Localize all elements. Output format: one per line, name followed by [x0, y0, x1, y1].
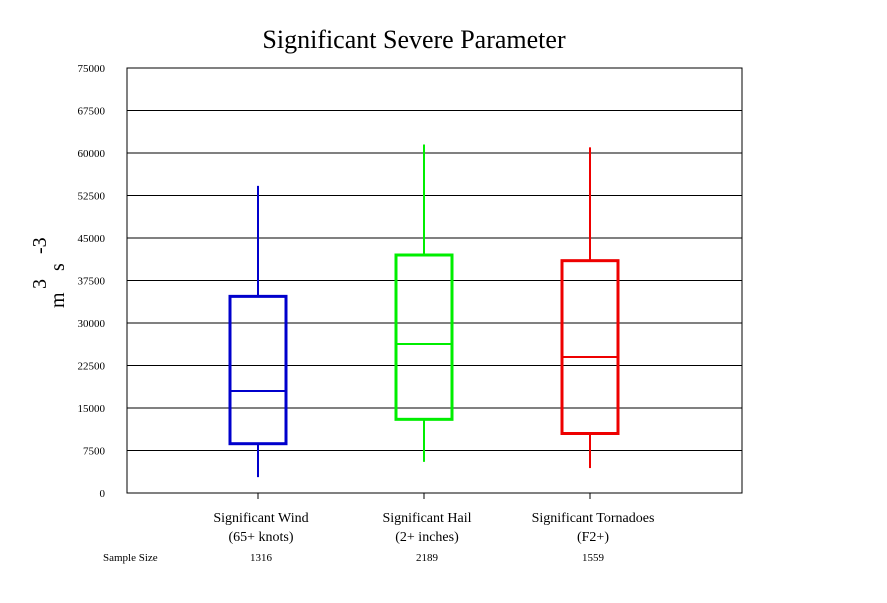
plot-frame — [126, 67, 743, 494]
category-label: Significant Wind — [213, 511, 308, 526]
y-tick-label: 67500 — [78, 106, 106, 118]
y-tick-label: 75000 — [78, 63, 106, 75]
y-tick-label: 22500 — [78, 361, 106, 373]
category-sublabel: (65+ knots) — [228, 530, 293, 545]
y-tick-label: 0 — [100, 488, 106, 500]
sample-size-value: 2189 — [416, 552, 439, 564]
y-tick-label: 30000 — [78, 318, 106, 330]
ylabel-base-m: m — [47, 292, 69, 308]
box-2 — [394, 144, 454, 499]
ylabel-exp-minus3: -3 — [29, 237, 51, 254]
y-tick-label: 60000 — [78, 148, 106, 160]
category-sublabel: (F2+) — [577, 530, 609, 545]
category-sublabel: (2+ inches) — [395, 530, 459, 545]
category-label: Significant Hail — [382, 511, 471, 526]
iqr-box — [560, 259, 620, 435]
y-tick-label: 45000 — [78, 233, 106, 245]
y-tick-label: 7500 — [83, 446, 106, 458]
box-1 — [228, 185, 288, 499]
y-axis-label: m 3 s -3 — [29, 237, 69, 308]
ylabel-exp-3: 3 — [29, 279, 51, 289]
category-label: Significant Tornadoes — [532, 511, 655, 526]
x-category-labels: Significant Wind (65+ knots) 1316 Significa… — [213, 511, 654, 564]
box-3 — [560, 147, 620, 499]
y-tick-labels: 0 7500 15000 22500 30000 37500 45000 52500 60000… — [78, 63, 106, 500]
gridlines — [127, 110, 742, 451]
y-tick-label: 37500 — [78, 276, 106, 288]
sample-size-value: 1559 — [582, 552, 605, 564]
sample-size-label: Sample Size — [103, 552, 158, 564]
box-series — [228, 144, 620, 499]
iqr-box — [394, 253, 454, 421]
y-tick-label: 15000 — [78, 403, 106, 415]
ylabel-base-s: s — [47, 263, 69, 271]
y-tick-label: 52500 — [78, 191, 106, 203]
iqr-box — [228, 294, 288, 446]
sample-size-value: 1316 — [250, 552, 273, 564]
chart-title: Significant Severe Parameter — [262, 25, 566, 54]
